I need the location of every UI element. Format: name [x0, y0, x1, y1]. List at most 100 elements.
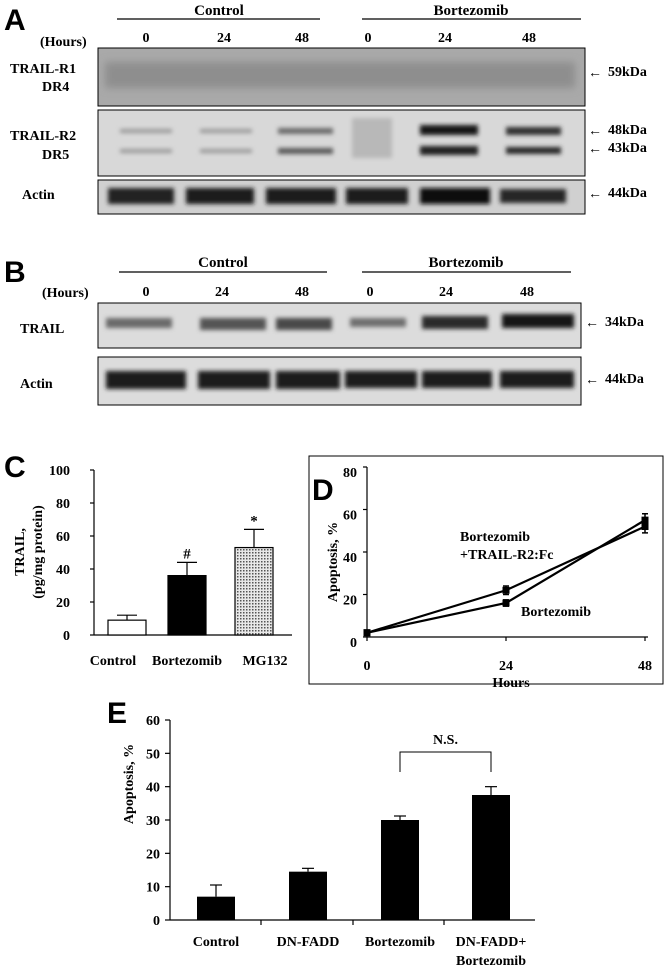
panel-a-actin-arrow: ← [588, 187, 602, 202]
panel-b-trail-bands [106, 314, 574, 330]
panel-b-hours-label: (Hours) [42, 286, 89, 301]
panel-d-ytick-label-2: 40 [343, 551, 357, 566]
panel-c-bar-0 [107, 619, 147, 636]
panel-e-ylabel: Apoptosis, % [122, 744, 137, 824]
panel-d-ytick-label-1: 20 [343, 594, 357, 609]
panel-b-group-bortezomib: Bortezomib [429, 255, 504, 271]
panel-b-actin-marker: 44kDa [605, 372, 644, 387]
panel-a-letter: A [4, 4, 26, 37]
panel-a-lane-5: 48 [522, 31, 536, 46]
panel-c-category-1: Bortezomib [152, 654, 222, 669]
panel-b-lane-1: 24 [215, 285, 229, 300]
panel-c: C TRAIL, (pg/mg protein) 0 20 40 60 80 100 Con… [4, 451, 292, 669]
panel-a-dr4-bands [105, 62, 575, 88]
panel-e-chart: 0 10 20 30 40 50 60 Control DN-FADD Bortezomib DN-… [146, 714, 535, 969]
panel-c-ytick-label-3: 60 [56, 530, 70, 545]
panel-b-lane-5: 48 [520, 285, 534, 300]
panel-b-group-control: Control [198, 255, 248, 271]
panel-d-series-1-point-1 [502, 599, 510, 607]
panel-d-ytick-label-4: 80 [343, 466, 357, 481]
panel-a-blot-dr5 [97, 109, 586, 177]
panel-e-category-3-line-1: Bortezomib [456, 954, 526, 969]
panel-a-group-control: Control [194, 3, 244, 19]
panel-e: E Apoptosis, % 0 10 20 30 40 50 60 Control DN-FA… [107, 697, 535, 969]
panel-b-trail-marker: 34kDa [605, 315, 644, 330]
panel-b-actin-arrow: ← [585, 373, 599, 388]
panel-c-category-2: MG132 [242, 654, 287, 669]
panel-b-actin-label: Actin [20, 377, 53, 392]
panel-e-bar-0 [197, 896, 235, 920]
panel-a-dr5-label-2: DR5 [42, 148, 69, 163]
panel-d-chart: 0 20 40 60 80 0 24 48 Bortezomib +TRAIL-R2:Fc Bort… [343, 466, 652, 674]
panel-d-series-1-point-2 [641, 516, 649, 524]
panel-a-lane-1: 24 [217, 31, 231, 46]
panel-d-series-0-label-1: Bortezomib [460, 530, 530, 545]
panel-a-actin-label: Actin [22, 188, 55, 203]
panel-e-bar-3 [472, 795, 510, 920]
panel-e-category-0-line-0: Control [193, 935, 240, 950]
panel-d-xtick-label-2: 48 [638, 659, 652, 674]
panel-e-ytick-label-0: 0 [153, 914, 160, 929]
panel-a-lane-3: 0 [365, 31, 372, 46]
panel-c-ytick-label-0: 0 [63, 629, 70, 644]
panel-d-series-1-point-0 [363, 629, 371, 637]
panel-c-ylabel-1: TRAIL, [13, 528, 28, 576]
panel-e-letter: E [107, 697, 127, 730]
panel-a-dr5-marker-2: 43kDa [608, 141, 647, 156]
panel-e-ytick-label-3: 30 [146, 814, 160, 829]
panel-a-dr4-label-2: DR4 [42, 80, 69, 95]
panel-e-ytick-label-6: 60 [146, 714, 160, 729]
panel-d-ytick-label-0: 0 [350, 636, 357, 651]
panel-b-lane-0: 0 [143, 285, 150, 300]
panel-a-lane-0: 0 [143, 31, 150, 46]
panel-a-lane-4: 24 [438, 31, 452, 46]
panel-e-category-1-line-0: DN-FADD [277, 935, 340, 950]
panel-c-marker-2: * [250, 513, 258, 529]
panel-a-dr4-arrow: ← [588, 66, 602, 81]
panel-e-ytick-label-1: 10 [146, 881, 160, 896]
panel-a-dr5-arrow-2: ← [588, 142, 602, 157]
panel-c-bar-2 [234, 546, 274, 636]
panel-c-ytick-label-4: 80 [56, 497, 70, 512]
panel-d-series-0-label-2: +TRAIL-R2:Fc [460, 548, 554, 563]
panel-a-dr5-marker-1: 48kDa [608, 123, 647, 138]
panel-c-letter: C [4, 451, 26, 484]
panel-e-category-2-line-0: Bortezomib [365, 935, 435, 950]
panel-e-bar-1 [289, 871, 327, 920]
panel-e-bar-2 [381, 820, 419, 920]
panel-b-lane-labels: 0 24 48 0 24 48 [143, 285, 535, 300]
panel-d-xlabel: Hours [492, 676, 530, 691]
panel-b-trail-arrow: ← [585, 316, 599, 331]
panel-c-chart: 0 20 40 60 80 100 Control # Bortezomib * MG132 [49, 464, 292, 669]
panel-d-series-1-label: Bortezomib [521, 605, 591, 620]
panel-b-actin-bands [106, 371, 574, 389]
panel-c-ytick-label-2: 40 [56, 563, 70, 578]
panel-a-actin-marker: 44kDa [608, 186, 647, 201]
panel-d-letter: D [312, 474, 334, 507]
panel-e-ytick-label-5: 50 [146, 747, 160, 762]
panel-b-blot-trail [97, 302, 582, 349]
panel-b-lane-4: 24 [439, 285, 453, 300]
panel-d-xtick-label-0: 0 [364, 659, 371, 674]
panel-c-ytick-label-1: 20 [56, 596, 70, 611]
panel-a-lane-2: 48 [295, 31, 309, 46]
panel-e-significance-bracket [399, 751, 492, 772]
panel-c-marker-1: # [183, 546, 191, 562]
panel-d: D Apoptosis, % Hours 0 20 40 60 80 0 24 48 Borte… [308, 455, 664, 691]
panel-a-dr5-bands [120, 118, 561, 158]
panel-b-letter: B [4, 256, 26, 289]
panel-a-group-bortezomib: Bortezomib [434, 3, 509, 19]
panel-d-xtick-label-1: 24 [499, 659, 513, 674]
panel-e-category-3-line-0: DN-FADD+ [456, 935, 527, 950]
panel-e-annotation: N.S. [433, 733, 458, 748]
panel-e-ytick-label-4: 40 [146, 781, 160, 796]
panel-c-category-0: Control [90, 654, 137, 669]
panel-a-dr4-marker: 59kDa [608, 65, 647, 80]
panel-a-hours-label: (Hours) [40, 35, 87, 50]
panel-b-lane-3: 0 [367, 285, 374, 300]
panel-a-actin-bands [108, 188, 566, 204]
panel-d-ylabel: Apoptosis, % [326, 522, 341, 602]
panel-c-bar-1 [167, 574, 207, 636]
panel-a: A Control Bortezomib (Hours) 0 24 48 0 24 48 … [4, 3, 647, 215]
